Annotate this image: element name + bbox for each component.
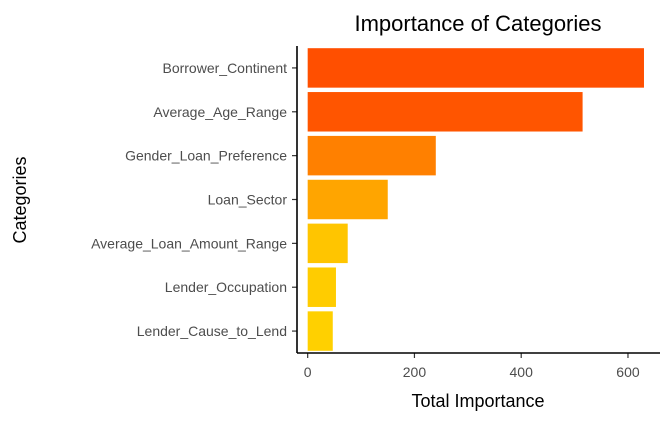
y-axis-title: Categories xyxy=(10,156,30,243)
x-tick-label: 600 xyxy=(616,364,640,380)
bar-gender-loan-preference xyxy=(307,135,436,176)
bars-group xyxy=(307,48,644,351)
chart-title: Importance of Categories xyxy=(354,11,601,36)
y-tick-labels: Borrower_Continent Average_Age_Range Gende… xyxy=(91,60,297,339)
x-tick-label: 200 xyxy=(403,364,427,380)
x-axis-title: Total Importance xyxy=(411,391,544,411)
y-tick-label: Lender_Occupation xyxy=(165,279,287,295)
y-tick-label: Lender_Cause_to_Lend xyxy=(137,323,287,339)
y-tick-label: Borrower_Continent xyxy=(162,60,287,76)
bar-lender-occupation xyxy=(307,267,336,307)
bar-average-age-range xyxy=(307,92,583,132)
y-tick-label: Average_Age_Range xyxy=(153,104,287,120)
y-tick-label: Average_Loan_Amount_Range xyxy=(91,235,287,251)
y-tick-label: Loan_Sector xyxy=(208,192,288,208)
x-tick-label: 0 xyxy=(304,364,312,380)
x-ticks: 0 200 400 600 xyxy=(304,353,640,380)
bar-loan-sector xyxy=(307,179,388,220)
bar-average-loan-amount-range xyxy=(307,223,348,264)
bar-borrower-continent xyxy=(307,48,644,88)
y-tick-label: Gender_Loan_Preference xyxy=(125,148,287,164)
bar-lender-cause-to-lend xyxy=(307,311,333,351)
x-tick-label: 400 xyxy=(510,364,534,380)
